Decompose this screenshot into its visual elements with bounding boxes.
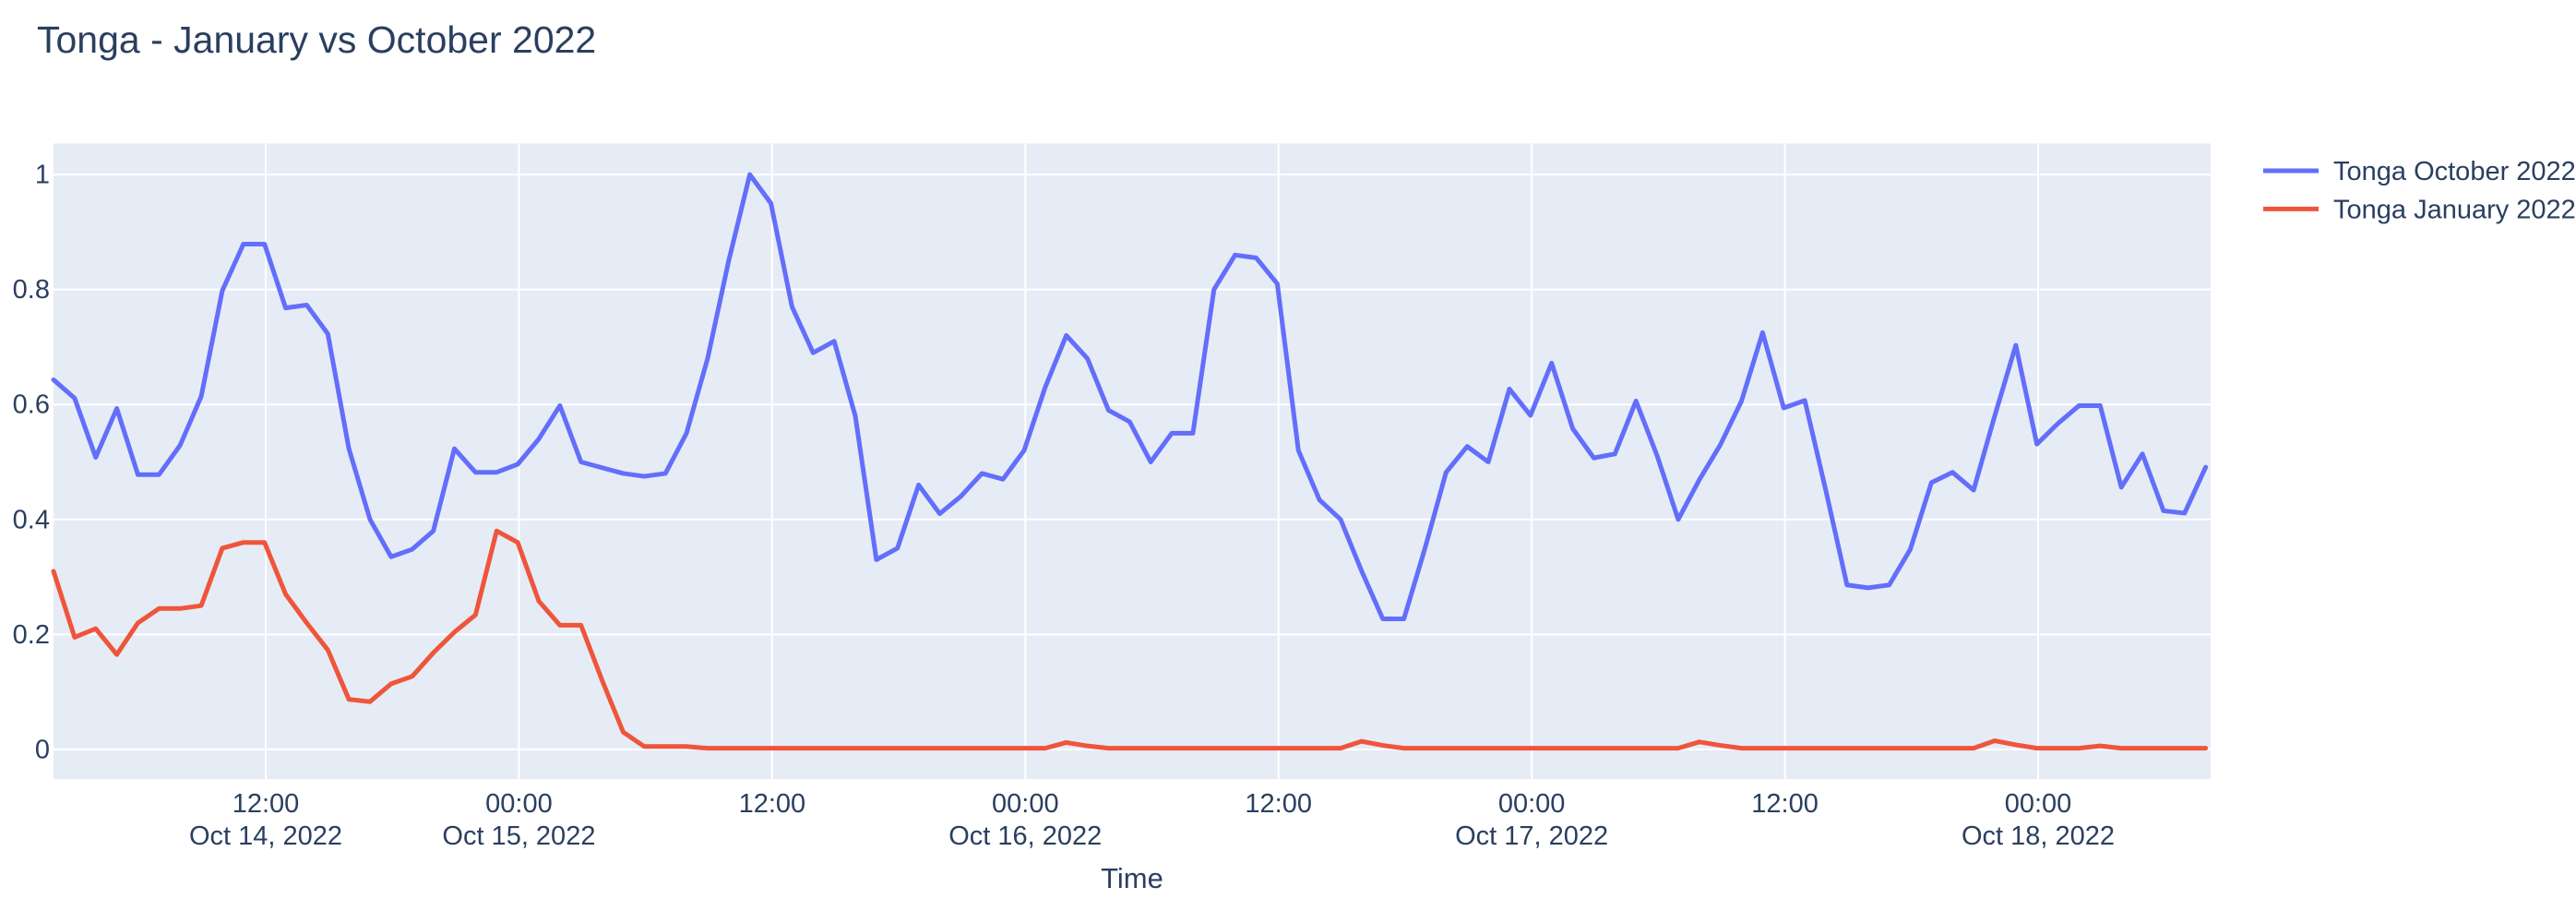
- svg-text:12:00: 12:00: [739, 789, 806, 819]
- svg-text:1: 1: [35, 161, 50, 190]
- svg-text:12:00: 12:00: [1245, 789, 1312, 819]
- svg-text:Tonga October 2022: Tonga October 2022: [2333, 157, 2576, 186]
- svg-text:Oct 16, 2022: Oct 16, 2022: [948, 821, 1102, 851]
- svg-text:00:00: 00:00: [485, 789, 553, 819]
- svg-text:00:00: 00:00: [1498, 789, 1566, 819]
- svg-text:12:00: 12:00: [1751, 789, 1819, 819]
- svg-text:0.8: 0.8: [13, 275, 50, 305]
- svg-text:Tonga January 2022: Tonga January 2022: [2333, 195, 2576, 224]
- svg-text:0.6: 0.6: [13, 390, 50, 420]
- svg-text:Time: Time: [1101, 862, 1163, 894]
- svg-text:0: 0: [35, 735, 50, 764]
- svg-text:Oct 15, 2022: Oct 15, 2022: [442, 821, 595, 851]
- svg-text:0.4: 0.4: [13, 505, 50, 534]
- svg-text:0.2: 0.2: [13, 620, 50, 650]
- svg-text:Oct 18, 2022: Oct 18, 2022: [1962, 821, 2115, 851]
- svg-text:Oct 17, 2022: Oct 17, 2022: [1455, 821, 1608, 851]
- svg-text:00:00: 00:00: [992, 789, 1059, 819]
- svg-text:12:00: 12:00: [233, 789, 300, 819]
- svg-text:Oct 14, 2022: Oct 14, 2022: [189, 821, 342, 851]
- svg-text:00:00: 00:00: [2005, 789, 2072, 819]
